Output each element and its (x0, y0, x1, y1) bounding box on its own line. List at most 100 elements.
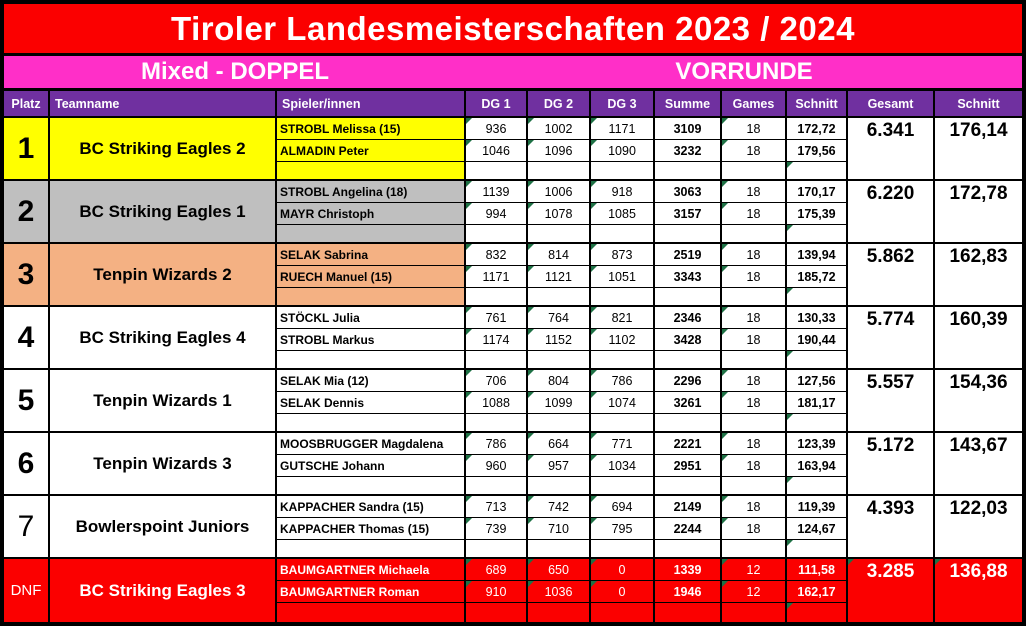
dg1-value: 1088 (466, 392, 528, 413)
dg2-value: 1152 (528, 329, 591, 350)
dg1-value: 960 (466, 455, 528, 476)
schnitt-value: 119,39 (787, 496, 848, 517)
dg1-value: 689 (466, 559, 528, 580)
games-value: 18 (722, 392, 787, 413)
summe-value: 2519 (655, 244, 722, 265)
spacer-games-cell (722, 477, 787, 494)
player-row: MAYR Christoph 994 1078 1085 3157 18 175,39 (277, 203, 848, 225)
games-value: 18 (722, 370, 787, 391)
player-name: STROBL Markus (277, 329, 466, 350)
schnitt-value: 185,72 (787, 266, 848, 287)
team-row-3: 3 Tenpin Wizards 2 SELAK Sabrina 832 814 873 2… (4, 244, 1022, 307)
dg3-value: 1171 (591, 118, 655, 139)
spacer-summe-cell (655, 225, 722, 242)
spacer-dg2-cell (528, 225, 591, 242)
player-row: MOOSBRUGGER Magdalena 786 664 771 2221 18 123,… (277, 433, 848, 455)
dg2-value: 1036 (528, 581, 591, 602)
team-scores: SELAK Sabrina 832 814 873 2519 18 139,94 RUECH … (277, 244, 848, 305)
games-value: 18 (722, 118, 787, 139)
games-value: 18 (722, 140, 787, 161)
dg2-value: 804 (528, 370, 591, 391)
schnitt-value: 127,56 (787, 370, 848, 391)
spacer-dg1-cell (466, 225, 528, 242)
team-row-4: 4 BC Striking Eagles 4 STÖCKL Julia 761 764 8… (4, 307, 1022, 370)
player-row: STROBL Angelina (18) 1139 1006 918 3063 18 170… (277, 181, 848, 203)
spacer-dg3-cell (591, 603, 655, 622)
spacer-row (277, 162, 848, 179)
spacer-dg2-cell (528, 162, 591, 179)
dg2-value: 814 (528, 244, 591, 265)
spacer-name-cell (277, 225, 466, 242)
spacer-row (277, 414, 848, 431)
spacer-dg3-cell (591, 414, 655, 431)
team-scores: MOOSBRUGGER Magdalena 786 664 771 2221 18 123,… (277, 433, 848, 494)
spacer-dg2-cell (528, 288, 591, 305)
gesamt-total: 3.285 (848, 559, 935, 622)
dg2-value: 710 (528, 518, 591, 539)
player-row: GUTSCHE Johann 960 957 1034 2951 18 163,94 (277, 455, 848, 477)
summe-value: 3063 (655, 181, 722, 202)
dg3-value: 918 (591, 181, 655, 202)
team-name: BC Striking Eagles 2 (50, 118, 277, 179)
dg3-value: 795 (591, 518, 655, 539)
dg1-value: 1174 (466, 329, 528, 350)
team-name: BC Striking Eagles 3 (50, 559, 277, 622)
dg2-value: 1006 (528, 181, 591, 202)
spacer-games-cell (722, 351, 787, 368)
team-name: BC Striking Eagles 4 (50, 307, 277, 368)
spacer-summe-cell (655, 288, 722, 305)
page-title: Tiroler Landesmeisterschaften 2023 / 202… (4, 4, 1022, 56)
games-value: 18 (722, 266, 787, 287)
player-row: BAUMGARTNER Roman 910 1036 0 1946 12 162,17 (277, 581, 848, 603)
spacer-dg3-cell (591, 288, 655, 305)
dg3-value: 1051 (591, 266, 655, 287)
summe-value: 3261 (655, 392, 722, 413)
schnitt-value: 172,72 (787, 118, 848, 139)
player-name: STÖCKL Julia (277, 307, 466, 328)
summe-value: 2149 (655, 496, 722, 517)
schnitt-value: 162,17 (787, 581, 848, 602)
player-row: STROBL Markus 1174 1152 1102 3428 18 190,44 (277, 329, 848, 351)
spacer-summe-cell (655, 414, 722, 431)
schnitt-value: 170,17 (787, 181, 848, 202)
team-name: Tenpin Wizards 1 (50, 370, 277, 431)
schnitt-total: 143,67 (935, 433, 1022, 494)
spacer-games-cell (722, 162, 787, 179)
dg1-value: 739 (466, 518, 528, 539)
player-row: SELAK Sabrina 832 814 873 2519 18 139,94 (277, 244, 848, 266)
col-header-schnitt-gesamt: Schnitt (957, 96, 1000, 111)
spacer-games-cell (722, 603, 787, 622)
dg2-value: 664 (528, 433, 591, 454)
team-row-7: 7 Bowlerspoint Juniors KAPPACHER Sandra (1… (4, 496, 1022, 559)
games-value: 12 (722, 559, 787, 580)
schnitt-total: 176,14 (935, 118, 1022, 179)
spacer-summe-cell (655, 477, 722, 494)
player-row: KAPPACHER Thomas (15) 739 710 795 2244 18 124,… (277, 518, 848, 540)
player-row: KAPPACHER Sandra (15) 713 742 694 2149 18 119,… (277, 496, 848, 518)
gesamt-total: 6.341 (848, 118, 935, 179)
games-value: 18 (722, 203, 787, 224)
spacer-name-cell (277, 414, 466, 431)
spacer-schnitt-cell (787, 225, 848, 242)
dg1-value: 832 (466, 244, 528, 265)
player-name: SELAK Sabrina (277, 244, 466, 265)
col-header-teamname: Teamname (50, 91, 277, 116)
team-scores: STROBL Angelina (18) 1139 1006 918 3063 18 170… (277, 181, 848, 242)
games-value: 18 (722, 329, 787, 350)
col-header-spieler: Spieler/innen (277, 91, 466, 116)
dg2-value: 764 (528, 307, 591, 328)
team-row-1: 1 BC Striking Eagles 2 STROBL Melissa (15)… (4, 118, 1022, 181)
spacer-dg1-cell (466, 414, 528, 431)
col-header-games: Games (722, 91, 787, 116)
games-value: 18 (722, 181, 787, 202)
player-name: MAYR Christoph (277, 203, 466, 224)
spacer-dg3-cell (591, 351, 655, 368)
spacer-games-cell (722, 288, 787, 305)
dg2-value: 1002 (528, 118, 591, 139)
team-name: Tenpin Wizards 2 (50, 244, 277, 305)
spacer-schnitt-cell (787, 603, 848, 622)
schnitt-value: 124,67 (787, 518, 848, 539)
rank-cell: 7 (4, 496, 50, 557)
spacer-dg2-cell (528, 414, 591, 431)
spacer-dg2-cell (528, 603, 591, 622)
